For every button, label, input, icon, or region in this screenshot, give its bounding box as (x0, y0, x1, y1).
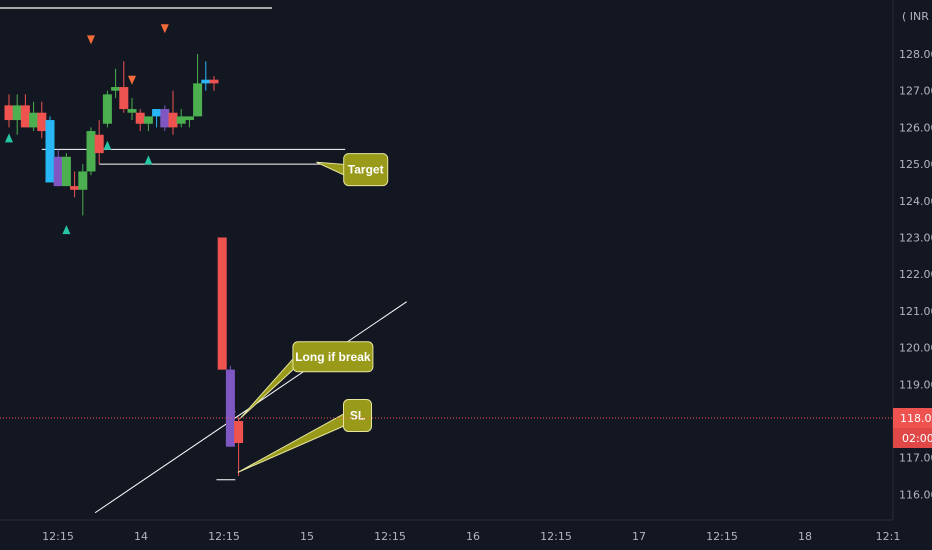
countdown-label: 02:00 (902, 432, 932, 445)
y-tick-label: 121.00 (899, 305, 932, 318)
callout-label: Target (348, 163, 384, 177)
currency-label: ( INR ) (902, 10, 932, 23)
sell-signal-marker (128, 75, 136, 85)
candle-body (152, 109, 162, 117)
candlestick-series (4, 54, 244, 477)
candle-body (176, 116, 186, 124)
last-price-label: 118.00 (900, 412, 932, 425)
candle-body (20, 105, 30, 128)
time-axis[interactable]: 12:15 14 12:15 15 12:15 16 12:15 17 12:15 18 12:1 (0, 519, 901, 543)
candle-body (29, 112, 39, 128)
x-tick-label: 12:15 (208, 530, 240, 543)
y-tick-label: 120.00 (899, 342, 932, 355)
x-tick-label: 17 (632, 530, 646, 543)
x-tick-label: 18 (798, 530, 812, 543)
y-tick-label: 125.00 (899, 158, 932, 171)
candle-body (4, 105, 14, 121)
candle-body (225, 369, 235, 447)
y-tick-label: 119.00 (899, 378, 932, 391)
x-tick-label: 12:15 (540, 530, 572, 543)
x-tick-label: 12:15 (42, 530, 74, 543)
candle-body (61, 156, 71, 187)
signal-markers (5, 24, 169, 235)
callout-label: Long if break (295, 350, 371, 364)
callout-box (292, 341, 374, 373)
callout-label: SL (350, 408, 365, 422)
sell-signal-marker (87, 35, 95, 45)
callout-pointer (237, 409, 350, 473)
candle-body (217, 237, 227, 370)
candle-body (94, 134, 104, 154)
candle-body (12, 105, 22, 121)
x-tick-label: 14 (134, 530, 148, 543)
y-tick-label: 124.00 (899, 195, 932, 208)
candle-body (70, 186, 80, 190)
candle-body (143, 116, 153, 124)
callout-box (343, 398, 372, 432)
x-tick-label: 15 (300, 530, 314, 543)
drawn-horizontal-lines[interactable] (41, 148, 346, 481)
y-tick-label: 123.00 (899, 232, 932, 245)
x-tick-label: 16 (466, 530, 480, 543)
callout-box (343, 153, 389, 187)
candle-body (184, 116, 194, 121)
candle-body (234, 421, 244, 444)
buy-signal-marker (5, 133, 13, 143)
candle-body (37, 112, 47, 132)
buy-signal-marker (103, 140, 112, 150)
sell-signal-marker (160, 24, 169, 34)
y-tick-label: 116.00 (899, 488, 932, 501)
y-tick-label: 127.00 (899, 85, 932, 98)
callout[interactable]: SL (237, 398, 372, 473)
callout[interactable]: Long if break (239, 341, 374, 420)
countdown-badge (893, 428, 932, 448)
callout-pointer (239, 350, 300, 420)
candle-body (201, 79, 211, 84)
candle-body (53, 156, 63, 187)
x-tick-label: 12:15 (706, 530, 738, 543)
x-tick-label: 12:1 (876, 530, 901, 543)
candle-body (168, 112, 178, 128)
y-tick-label: 126.00 (899, 121, 932, 134)
y-tick-label: 128.00 (899, 48, 932, 61)
callout[interactable]: Target (316, 153, 389, 187)
candle-body (78, 171, 88, 190)
x-tick-label: 12:15 (374, 530, 406, 543)
candle-body (135, 112, 145, 124)
buy-signal-marker (62, 225, 71, 235)
buy-signal-marker (144, 155, 153, 165)
candle-body (119, 87, 129, 110)
candle-body (193, 83, 203, 117)
y-tick-label: 117.00 (899, 452, 932, 465)
candle-body (45, 120, 55, 183)
candle-body (86, 131, 96, 172)
candle-body (160, 109, 170, 128)
y-tick-label: 122.00 (899, 268, 932, 281)
candle-body (127, 109, 137, 113)
last-price-badge (893, 408, 932, 428)
candle-body (102, 94, 112, 124)
candle-body (209, 79, 219, 84)
candle-body (111, 87, 121, 91)
annotation-callouts[interactable]: Target Long if break SL (237, 153, 389, 473)
